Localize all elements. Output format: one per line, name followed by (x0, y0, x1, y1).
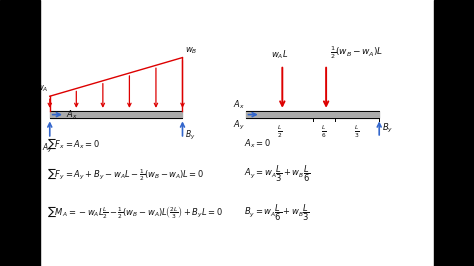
Text: $w_A$: $w_A$ (36, 84, 49, 94)
Bar (50, 111, 182, 118)
Text: $\frac{L}{2}$: $\frac{L}{2}$ (277, 124, 283, 140)
Bar (0, 0, 40, 266)
Bar (434, 0, 474, 266)
Text: $\sum M_A = -w_A L\frac{L}{2} - \frac{1}{2}(w_B - w_A)L\left(\frac{2L}{3}\right): $\sum M_A = -w_A L\frac{L}{2} - \frac{1}… (47, 204, 223, 221)
Text: $w_A L$: $w_A L$ (271, 48, 289, 61)
Text: $\frac{1}{2}(w_B - w_A)L$: $\frac{1}{2}(w_B - w_A)L$ (330, 44, 383, 61)
Text: $\frac{L}{6}$: $\frac{L}{6}$ (321, 124, 327, 140)
Text: $B_y$: $B_y$ (185, 129, 195, 142)
Text: $A_y$: $A_y$ (43, 142, 53, 155)
Text: $\frac{L}{3}$: $\frac{L}{3}$ (354, 124, 360, 140)
Text: $\sum F_y = A_y + B_y - w_A L - \frac{1}{2}(w_B - w_A)L = 0$: $\sum F_y = A_y + B_y - w_A L - \frac{1}… (47, 166, 205, 182)
Text: $A_x = 0$: $A_x = 0$ (244, 138, 271, 150)
Text: $\sum F_x = A_x = 0$: $\sum F_x = A_x = 0$ (47, 137, 100, 151)
Bar (246, 111, 379, 118)
Text: $A_x$: $A_x$ (66, 108, 78, 121)
Text: $B_y$: $B_y$ (382, 122, 393, 135)
Text: $A_x$: $A_x$ (233, 99, 245, 111)
Text: $B_y = w_A \dfrac{L}{6} + w_B \dfrac{L}{3}$: $B_y = w_A \dfrac{L}{6} + w_B \dfrac{L}{… (244, 202, 310, 223)
Text: $A_y$: $A_y$ (233, 119, 245, 132)
Text: $w_B$: $w_B$ (185, 45, 198, 56)
Text: $A_y = w_A \dfrac{L}{3} + w_B \dfrac{L}{6}$: $A_y = w_A \dfrac{L}{3} + w_B \dfrac{L}{… (244, 164, 310, 184)
